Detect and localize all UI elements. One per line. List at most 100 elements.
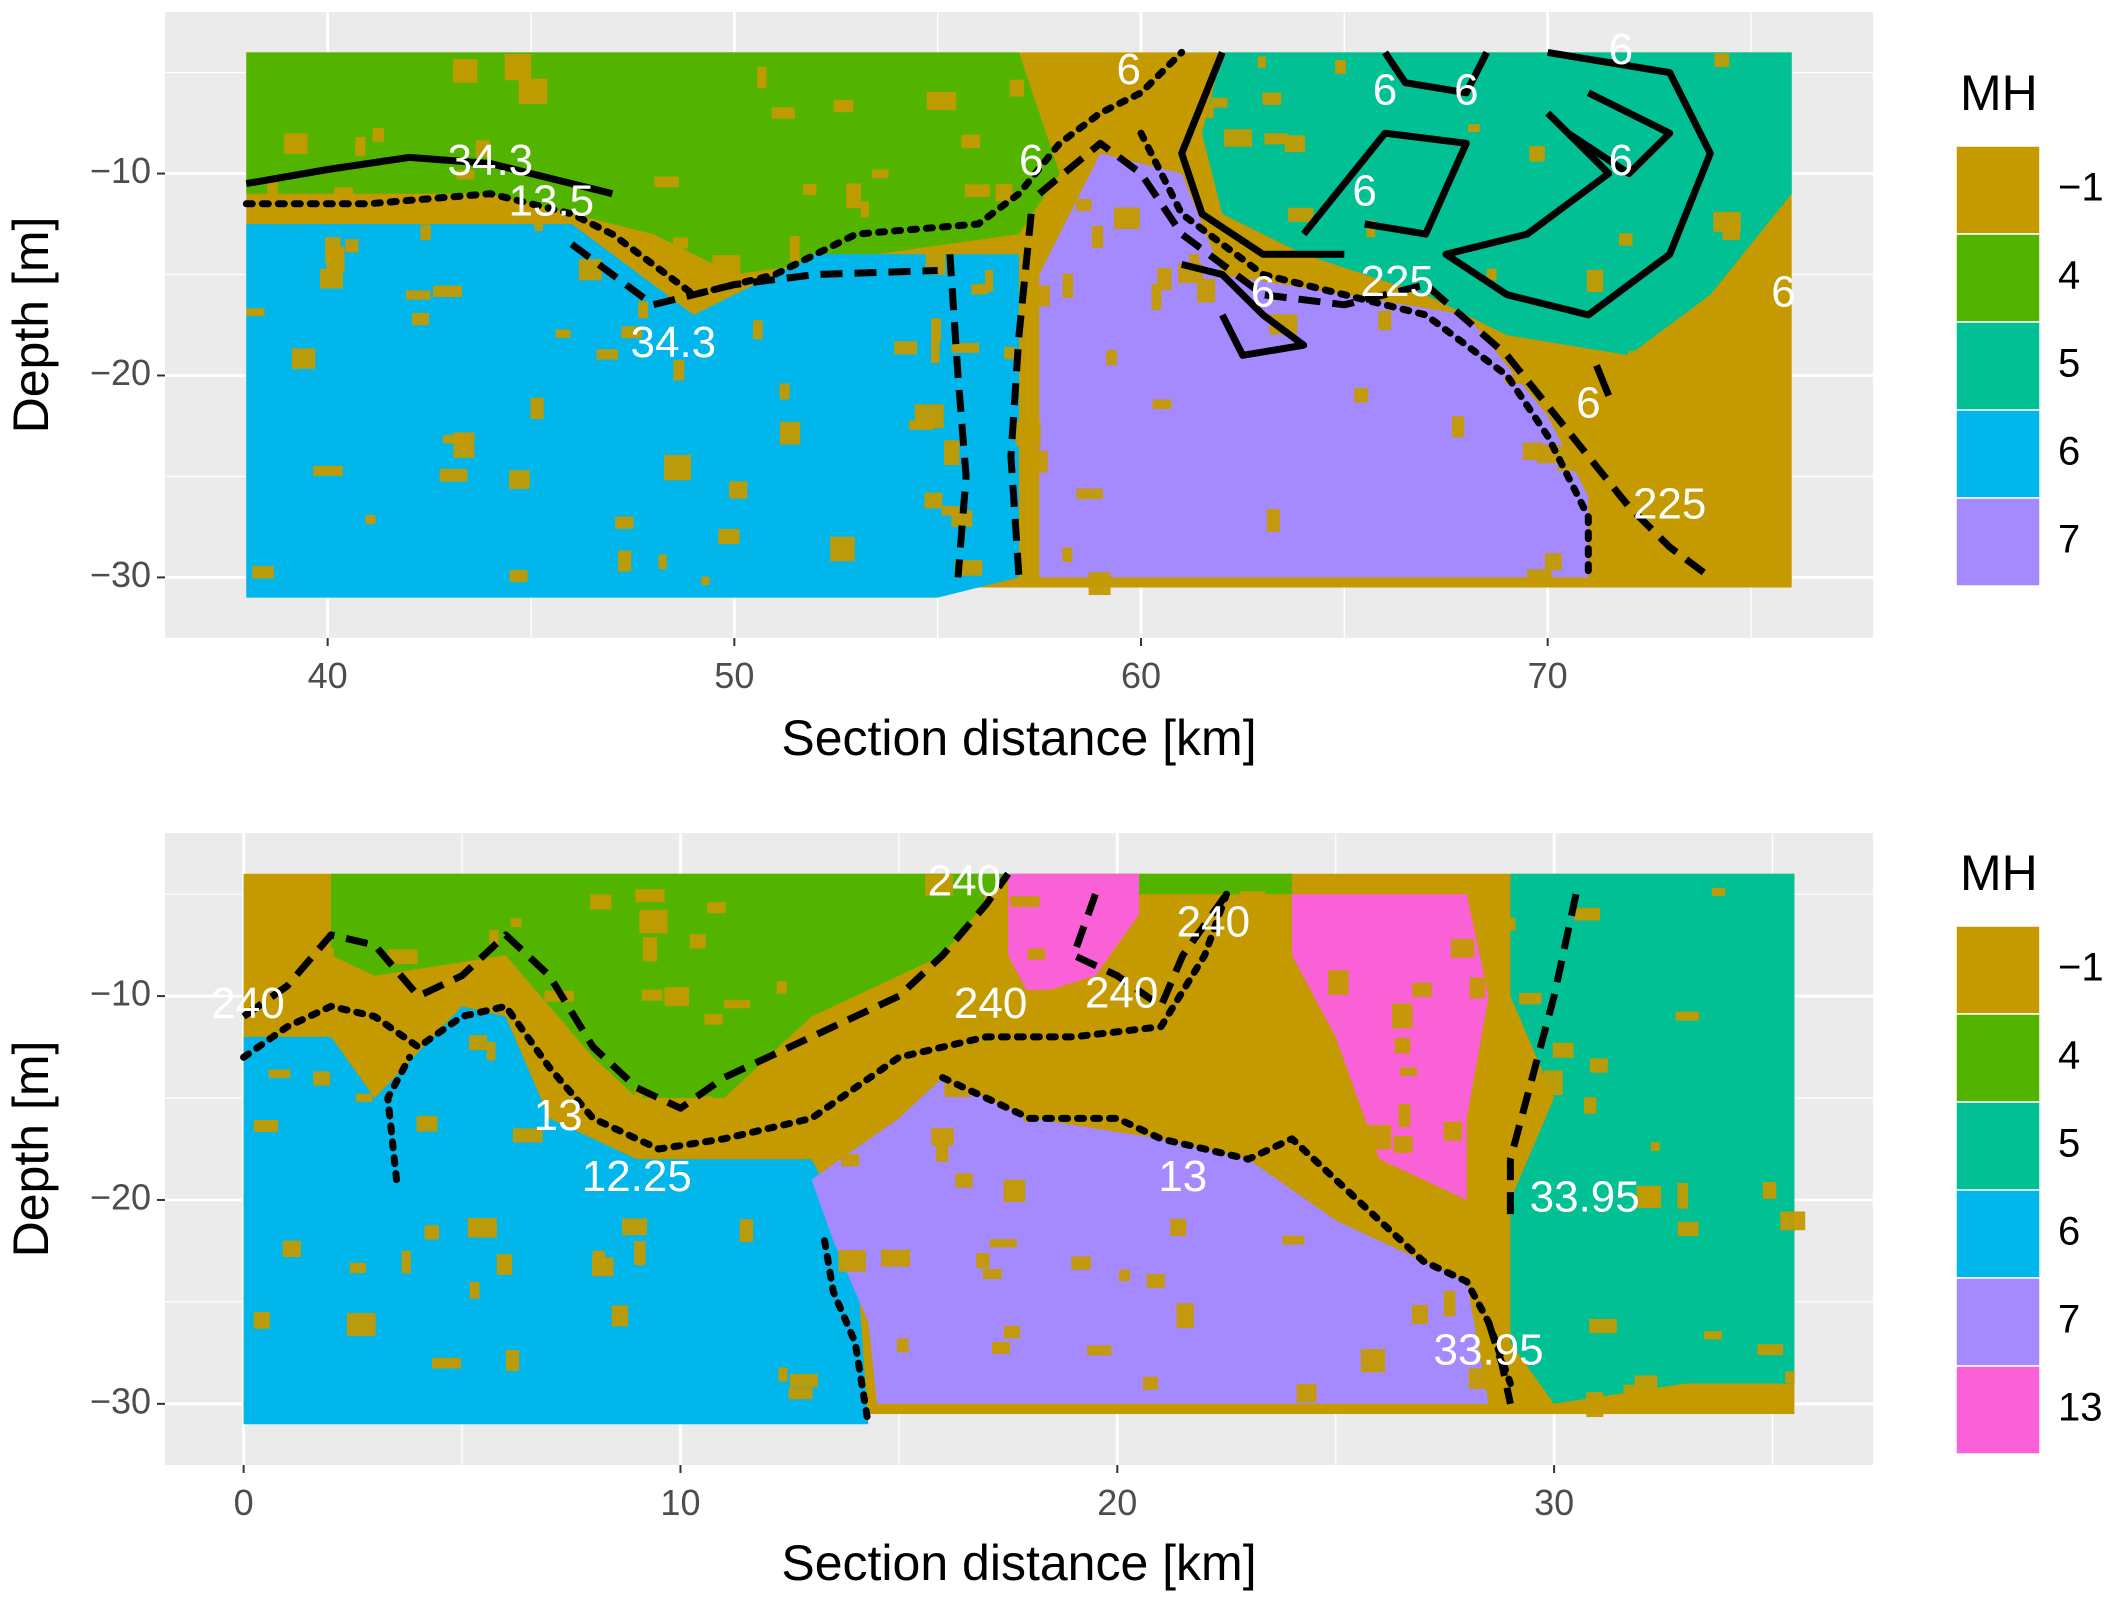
heatmap-speckle — [1026, 450, 1048, 473]
heatmap-speckle — [617, 550, 632, 572]
heatmap-speckle — [291, 348, 316, 369]
legend-key-label: 4 — [2058, 254, 2080, 298]
legend-key-label: −1 — [2058, 946, 2104, 990]
contour-line-dashed — [241, 871, 1011, 1112]
heatmap-speckle — [1714, 53, 1730, 68]
heatmap-speckle — [1269, 314, 1298, 335]
heatmap-speckle — [1729, 322, 1738, 338]
heatmap-speckle — [941, 505, 960, 516]
heatmap-speckle — [1284, 135, 1306, 153]
heatmap-speckle — [1785, 1371, 1795, 1383]
heatmap-speckle — [1398, 1104, 1411, 1127]
legend-key-label: 4 — [2058, 1034, 2080, 1078]
contour-label: 225 — [1360, 257, 1433, 306]
heatmap-speckle — [776, 981, 787, 994]
heatmap-speckle — [1619, 233, 1633, 246]
heatmap-speckle — [757, 66, 767, 89]
heatmap-speckle — [852, 1060, 870, 1079]
contour-label: 34.3 — [631, 318, 717, 367]
heatmap-speckle — [1062, 273, 1074, 298]
heatmap-speckle — [365, 514, 376, 525]
heatmap-speckle — [496, 1254, 513, 1275]
heatmap-speckle — [1039, 1078, 1050, 1099]
heatmap-speckle — [704, 1014, 723, 1025]
heatmap-speckle — [319, 268, 343, 289]
x-tick-label: 20 — [1097, 1482, 1137, 1523]
heatmap-speckle — [931, 1127, 954, 1146]
contour-label: 6 — [1352, 166, 1376, 215]
heatmap-speckle — [1071, 1256, 1091, 1270]
heatmap-region-class-6 — [246, 224, 1020, 598]
heatmap-speckle — [638, 301, 649, 319]
heatmap-speckle — [1197, 278, 1216, 303]
heatmap-speckle — [1443, 1121, 1463, 1141]
x-axis-title: Section distance [km] — [781, 710, 1256, 766]
heatmap-speckle — [1650, 1142, 1660, 1151]
heatmap-speckle — [1713, 211, 1741, 232]
heatmap-speckle — [1151, 283, 1162, 310]
heatmap-speckle — [701, 576, 710, 586]
heatmap-speckle — [489, 929, 499, 949]
contour-label: 6 — [1771, 267, 1795, 316]
heatmap-speckle — [246, 308, 265, 317]
heatmap-speckle — [1391, 1003, 1413, 1029]
heatmap-speckle — [830, 536, 855, 562]
contour-line-dashed — [1007, 213, 1035, 578]
heatmap-speckle — [615, 516, 634, 529]
heatmap-speckle — [1501, 917, 1516, 931]
heatmap-speckle — [530, 397, 544, 419]
heatmap-speckle — [707, 902, 726, 914]
contour-label: 225 — [1633, 479, 1706, 528]
heatmap-region-class-7 — [811, 1077, 1489, 1404]
heatmap-speckle — [838, 1250, 866, 1272]
heatmap-speckle — [1015, 421, 1041, 446]
heatmap-speckle — [971, 283, 988, 295]
heatmap-speckle — [1394, 1037, 1411, 1054]
heatmap-speckle — [1088, 572, 1111, 596]
heatmap-speckle — [1703, 1331, 1723, 1340]
heatmap-speckle — [1203, 104, 1214, 119]
contour-line-solid — [1442, 48, 1714, 319]
heatmap-speckle — [931, 318, 941, 343]
heatmap-speckle — [1335, 60, 1346, 74]
heatmap-speckle — [510, 918, 522, 927]
heatmap-speckle — [282, 1240, 301, 1258]
legend-key-label: 13 — [2058, 1386, 2103, 1430]
heatmap-region-class-4 — [1117, 873, 1292, 895]
contour-label: 6 — [1117, 45, 1141, 94]
heatmap-speckle — [504, 53, 532, 80]
contour-line-solid — [1178, 51, 1345, 258]
heatmap-speckle — [1076, 488, 1103, 500]
y-tick-label: −10 — [90, 973, 151, 1014]
heatmap-speckle — [1451, 416, 1465, 438]
legend-key-swatch — [1955, 1189, 2041, 1279]
heatmap-speckle — [846, 183, 861, 209]
legend-key-swatch — [1955, 409, 2041, 499]
heatmap-speckle — [1616, 550, 1634, 576]
heatmap-speckle — [1354, 387, 1369, 403]
heatmap-speckle — [449, 987, 473, 1000]
heatmap-speckle — [1003, 1325, 1020, 1339]
heatmap-speckle — [1412, 982, 1432, 997]
heatmap-speckle — [432, 285, 462, 298]
contour-label: 6 — [1609, 136, 1633, 185]
heatmap-speckle — [909, 420, 934, 430]
heatmap-speckle — [555, 329, 571, 338]
heatmap-speckle — [355, 137, 366, 156]
heatmap-speckle — [841, 1154, 860, 1167]
contour-label: 240 — [954, 979, 1027, 1028]
heatmap-speckle — [267, 181, 278, 196]
y-tick-label: −30 — [90, 554, 151, 595]
heatmap-speckle — [1176, 1303, 1194, 1329]
heatmap-speckle — [286, 923, 296, 937]
heatmap-speckle — [982, 1268, 1002, 1280]
contour-line-dotted — [384, 1053, 414, 1184]
heatmap-speckle — [1393, 1136, 1413, 1153]
heatmap-speckle — [985, 270, 994, 292]
heatmap-speckle — [1087, 1345, 1112, 1356]
heatmap-speckle — [894, 341, 917, 355]
heatmap-speckle — [313, 1071, 330, 1086]
heatmap-region-class-7 — [1039, 153, 1589, 578]
contour-line-solid — [1382, 50, 1490, 97]
